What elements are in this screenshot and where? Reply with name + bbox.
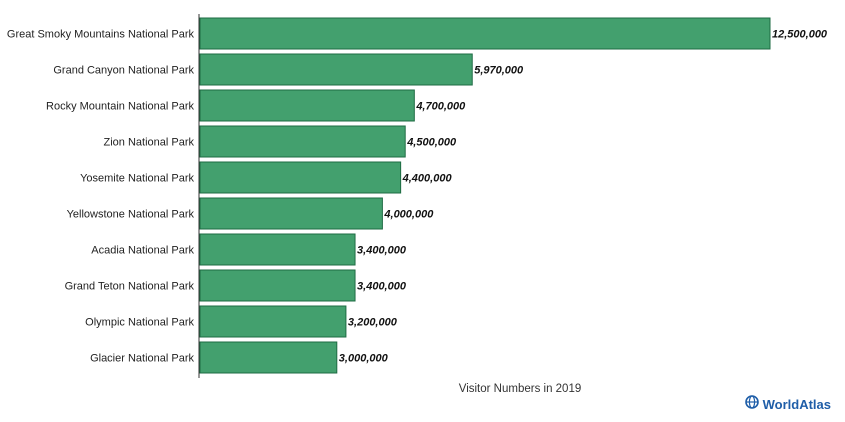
value-label: 4,700,000 (415, 101, 466, 113)
category-label: Glacier National Park (90, 353, 194, 365)
globe-icon (744, 395, 759, 414)
category-label: Great Smoky Mountains National Park (7, 29, 195, 41)
bar (199, 341, 338, 374)
category-label: Zion National Park (104, 137, 195, 149)
category-label: Yellowstone National Park (67, 209, 195, 221)
value-label: 12,500,000 (772, 29, 828, 41)
bar (199, 161, 402, 194)
category-label: Acadia National Park (91, 245, 194, 257)
worldatlas-logo: WorldAtlas (744, 395, 831, 414)
bars-group (199, 17, 771, 374)
bar (199, 17, 771, 50)
bar (199, 233, 356, 266)
category-label: Yosemite National Park (80, 173, 194, 185)
value-label: 4,000,000 (383, 209, 434, 221)
value-label: 3,400,000 (357, 245, 407, 257)
category-label: Rocky Mountain National Park (46, 101, 194, 113)
bar (199, 89, 415, 122)
category-label: Grand Teton National Park (65, 281, 195, 293)
x-axis-title: Visitor Numbers in 2019 (459, 383, 582, 395)
brand-name: WorldAtlas (762, 397, 831, 412)
value-label: 3,400,000 (357, 281, 407, 293)
value-label: 4,500,000 (406, 137, 457, 149)
bar (199, 305, 347, 338)
value-label: 3,000,000 (339, 353, 389, 365)
value-label: 3,200,000 (348, 317, 398, 329)
bar (199, 53, 473, 86)
bar (199, 125, 406, 158)
category-label: Grand Canyon National Park (53, 65, 194, 77)
value-label: 4,400,000 (402, 173, 453, 185)
value-label: 5,970,000 (474, 65, 524, 77)
category-labels: Great Smoky Mountains National Park Grand… (7, 29, 195, 365)
bar (199, 269, 356, 302)
bar (199, 197, 383, 230)
value-labels: 12,500,000 5,970,000 4,700,000 4,500,000 4,4… (339, 29, 828, 365)
category-label: Olympic National Park (85, 317, 194, 329)
